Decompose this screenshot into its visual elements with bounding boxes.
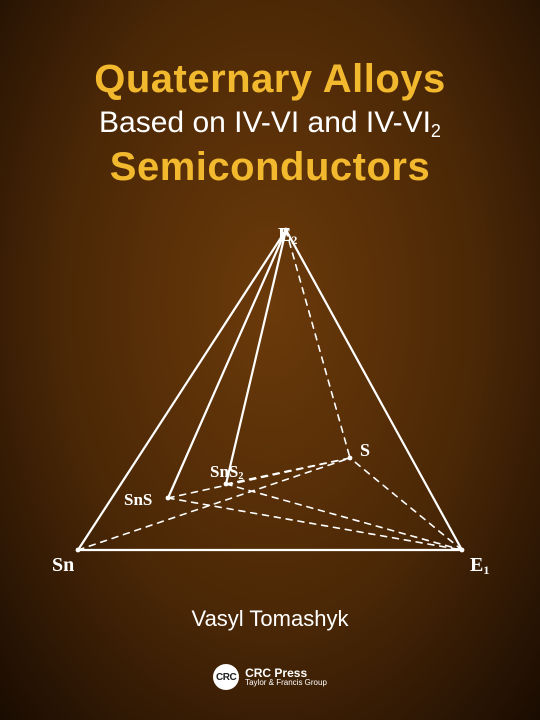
- phase-diagram: E2 Sn E1 S SnS SnS2: [50, 220, 490, 580]
- publisher-text: CRC Press Taylor & Francis Group: [245, 667, 327, 688]
- title-block: Quaternary Alloys Based on IV-VI and IV-…: [94, 54, 446, 192]
- publisher-tagline: Taylor & Francis Group: [245, 679, 327, 687]
- vertex-label-e1: E1: [470, 554, 489, 577]
- book-cover: Quaternary Alloys Based on IV-VI and IV-…: [0, 0, 540, 720]
- vertex-label-e2: E2: [278, 224, 297, 247]
- title-line-2: Based on IV-VI and IV-VI2: [94, 104, 446, 142]
- title-line-1: Quaternary Alloys: [94, 54, 446, 104]
- vertex-label-sns: SnS: [124, 490, 152, 510]
- phase-diagram-svg: [50, 220, 490, 580]
- publisher-badge: CRC: [213, 664, 239, 690]
- author-name: Vasyl Tomashyk: [0, 606, 540, 632]
- title-line-2-subscript: 2: [431, 121, 441, 141]
- vertex-label-sns2: SnS2: [210, 462, 243, 482]
- title-line-3: Semiconductors: [94, 142, 446, 192]
- vertex-label-s: S: [360, 440, 370, 461]
- vertex-label-sn: Sn: [52, 554, 74, 577]
- publisher-block: CRC CRC Press Taylor & Francis Group: [0, 664, 540, 690]
- title-line-2-prefix: Based on IV-VI and IV-VI: [99, 106, 431, 139]
